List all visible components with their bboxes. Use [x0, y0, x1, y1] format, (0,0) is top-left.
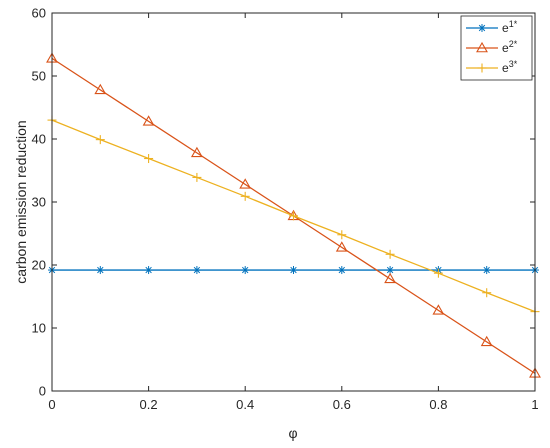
legend-entry-e2*: e2*: [466, 39, 518, 55]
y-tick-label: 20: [32, 258, 46, 273]
legend-marker-e1*: [478, 24, 486, 32]
data-point-e2*-2: [142, 115, 155, 126]
data-point-e3*-4: [240, 191, 250, 201]
y-tick-label: 10: [32, 321, 46, 336]
data-point-e3*-2: [144, 154, 154, 164]
legend: e1*e2*e3*: [460, 15, 533, 81]
data-point-e1*-3: [192, 266, 201, 275]
y-tick-label: 50: [32, 69, 46, 84]
data-point-e2*-4: [239, 178, 252, 189]
y-tick-label: 30: [32, 195, 46, 210]
data-point-e1*-7: [386, 266, 395, 275]
data-point-e3*-5: [289, 211, 298, 221]
data-point-e1*-9: [482, 266, 491, 275]
data-point-e3*-7: [385, 249, 395, 259]
data-point-e2*-1: [94, 83, 107, 95]
series-layer: [46, 52, 541, 378]
data-point-e1*-1: [96, 266, 105, 275]
series-e3*: [47, 115, 540, 317]
data-point-e1*-2: [144, 266, 153, 275]
data-point-e2*-9: [480, 335, 493, 347]
y-tick-label: 60: [32, 6, 46, 21]
legend-marker-e2*: [476, 41, 488, 53]
data-point-e1*-4: [241, 266, 250, 275]
data-point-e1*-5: [289, 266, 298, 275]
y-axis-title: carbon emission reduction: [13, 120, 29, 283]
data-point-e1*-6: [337, 266, 346, 275]
x-tick-label: 0.4: [236, 397, 254, 412]
data-point-e3*-8: [433, 268, 443, 278]
data-point-e2*-3: [190, 146, 203, 158]
x-tick-label: 1: [531, 397, 538, 412]
legend-marker-e3*: [477, 63, 487, 73]
plot-area: [52, 13, 535, 391]
data-point-e2*-8: [432, 304, 445, 315]
data-point-e3*-1: [95, 135, 105, 145]
data-point-e3*-9: [482, 288, 492, 298]
x-tick-label: 0: [48, 397, 55, 412]
x-tick-label: 0.2: [140, 397, 158, 412]
data-point-e2*-7: [384, 272, 397, 284]
x-tick-label: 0.8: [429, 397, 447, 412]
x-tick-label: 0.6: [333, 397, 351, 412]
data-point-e2*-6: [335, 241, 348, 252]
data-point-e3*-3: [192, 172, 202, 182]
x-axis-title: φ: [288, 425, 297, 441]
y-tick-label: 40: [32, 132, 46, 147]
y-tick-label: 0: [39, 384, 46, 399]
data-point-e3*-6: [337, 230, 347, 240]
